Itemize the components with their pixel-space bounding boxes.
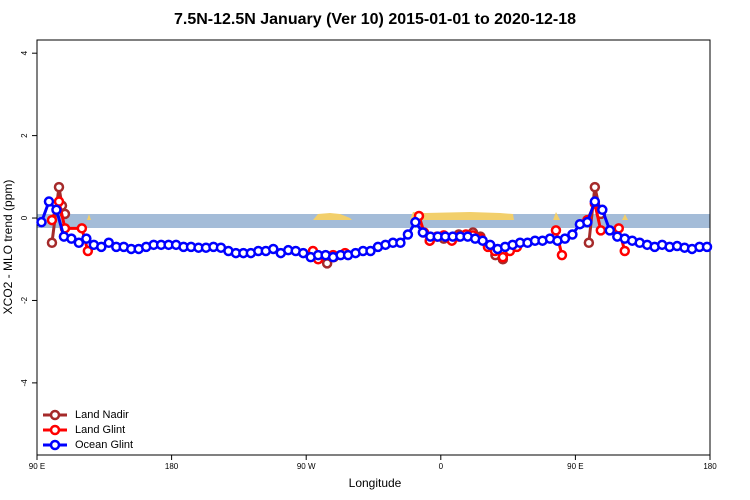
legend-label: Ocean Glint xyxy=(75,439,133,451)
legend-marker xyxy=(49,424,61,436)
point xyxy=(46,237,58,249)
point xyxy=(604,225,616,236)
point xyxy=(103,237,115,249)
point xyxy=(365,245,376,257)
y-tick-label: 4 xyxy=(20,50,29,55)
point xyxy=(297,247,309,259)
point xyxy=(53,181,65,193)
x-tick-label: 90 E xyxy=(29,462,45,471)
legend-label: Land Glint xyxy=(75,424,125,436)
point xyxy=(589,196,601,207)
point xyxy=(395,237,406,249)
point xyxy=(477,235,488,246)
x-tick-label: 180 xyxy=(703,462,717,471)
point xyxy=(53,196,65,207)
x-tick-label: 90 E xyxy=(567,462,583,471)
x-tick-label: 180 xyxy=(165,462,179,471)
point xyxy=(46,214,58,226)
point xyxy=(96,241,107,253)
x-axis-label: Longitude xyxy=(349,476,402,490)
point xyxy=(402,229,414,240)
point xyxy=(76,223,88,234)
point xyxy=(619,245,631,257)
y-tick-label: -2 xyxy=(20,296,29,304)
point xyxy=(73,237,85,249)
point xyxy=(595,225,607,236)
legend-marker xyxy=(49,439,61,451)
legend-marker xyxy=(49,409,61,421)
point xyxy=(582,216,593,228)
point xyxy=(484,239,496,251)
point xyxy=(36,216,47,228)
y-tick-label: 0 xyxy=(20,215,29,220)
land-mask xyxy=(37,212,710,228)
chart-title: 7.5N-12.5N January (Ver 10) 2015-01-01 t… xyxy=(174,11,576,28)
point xyxy=(497,251,509,263)
x-tick-label: 0 xyxy=(439,462,444,471)
land-band xyxy=(37,214,710,228)
y-tick-label: 2 xyxy=(20,133,29,138)
point xyxy=(597,204,608,216)
point xyxy=(583,237,595,249)
y-tick-label: -4 xyxy=(20,379,29,387)
x-tick-label: 90 W xyxy=(297,462,316,471)
point xyxy=(613,223,625,234)
point xyxy=(417,227,429,238)
point xyxy=(556,249,568,261)
point xyxy=(550,225,562,236)
point xyxy=(559,233,571,244)
y-axis-label: XCO2 - MLO trend (ppm) xyxy=(1,180,15,315)
point xyxy=(43,196,55,207)
point xyxy=(589,181,601,193)
point xyxy=(268,243,279,255)
point xyxy=(410,216,421,228)
point xyxy=(81,233,92,244)
point xyxy=(82,245,94,257)
land-area xyxy=(87,212,628,220)
point xyxy=(701,241,713,253)
legend-label: Land Nadir xyxy=(75,409,129,421)
point xyxy=(567,229,578,240)
point xyxy=(51,204,62,216)
point xyxy=(66,233,77,244)
